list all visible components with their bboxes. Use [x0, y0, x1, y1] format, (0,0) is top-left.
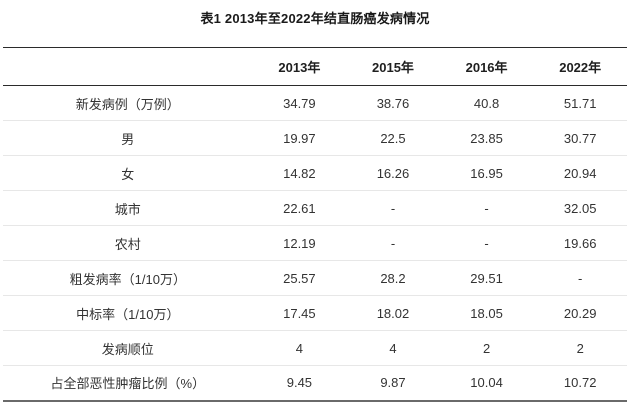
cell-value: -: [484, 200, 489, 216]
table-row: 发病顺位 4 4 2 2: [3, 331, 627, 366]
table-row: 中标率（1/10万） 17.45 18.02 18.05 20.29: [3, 296, 627, 331]
row-label: 城市: [114, 201, 141, 217]
cell-value: 38.76: [376, 95, 410, 111]
cell-value: 51.71: [563, 95, 597, 111]
cell-value: -: [390, 235, 396, 251]
cell-value: 9.45: [286, 375, 313, 391]
table-row: 占全部恶性肿瘤比例（%） 9.45 9.87 10.04 10.72: [3, 366, 627, 401]
year-column-header: 2022年: [559, 60, 602, 75]
cell-value: 2: [576, 340, 584, 356]
row-label: 女: [121, 166, 135, 182]
cell-value: 19.97: [283, 130, 316, 146]
row-label: 占全部恶性肿瘤比例（%）: [50, 376, 206, 392]
year-column-header: 2015年: [372, 60, 414, 75]
incidence-table: 2013年 2015年 2016年 2022年 新发病例（万例） 34.79 38.76 4…: [3, 47, 627, 402]
cell-value: 14.82: [283, 165, 316, 181]
cell-value: 16.95: [470, 165, 503, 181]
cell-value: 32.05: [563, 200, 597, 216]
cell-value: 22.61: [283, 200, 316, 216]
row-label: 粗发病率（1/10万）: [69, 271, 186, 287]
table-row: 男 19.97 22.5 23.85 30.77: [3, 121, 627, 156]
cell-value: 4: [389, 340, 397, 356]
year-column-header: 2013年: [278, 60, 321, 75]
cell-value: 18.05: [470, 305, 503, 321]
cell-value: 40.8: [473, 95, 500, 111]
cell-value: 34.79: [283, 95, 316, 111]
table-title: 表1 2013年至2022年结直肠癌发病情况: [200, 11, 430, 26]
cell-value: 2: [482, 340, 491, 356]
cell-value: -: [484, 235, 489, 251]
table-row: 新发病例（万例） 34.79 38.76 40.8 51.71: [3, 86, 627, 121]
row-label: 农村: [114, 236, 141, 252]
cell-value: -: [390, 200, 396, 216]
cell-value: 29.51: [470, 270, 503, 286]
table-row: 粗发病率（1/10万） 25.57 28.2 29.51 -: [3, 261, 627, 296]
cell-value: -: [578, 270, 583, 286]
table-row: 女 14.82 16.26 16.95 20.94: [3, 156, 627, 191]
cell-value: 30.77: [563, 130, 597, 146]
cell-value: 18.02: [376, 305, 410, 321]
row-label: 新发病例（万例）: [75, 96, 180, 112]
cell-value: 9.87: [380, 375, 406, 391]
year-column-header: 2016年: [465, 60, 508, 75]
table-row: 城市 22.61 - - 32.05: [3, 191, 627, 226]
row-label: 男: [121, 131, 135, 147]
table-row: 农村 12.19 - - 19.66: [3, 226, 627, 261]
cell-value: 10.72: [563, 375, 597, 391]
cell-value: 4: [295, 340, 303, 356]
row-label-column-header: [3, 48, 253, 86]
cell-value: 20.29: [563, 305, 597, 321]
cell-value: 19.66: [563, 235, 597, 251]
cell-value: 28.2: [380, 270, 406, 286]
cell-value: 23.85: [470, 130, 503, 146]
cell-value: 25.57: [283, 270, 316, 286]
cell-value: 10.04: [470, 375, 503, 391]
cell-value: 20.94: [563, 165, 597, 181]
cell-value: 22.5: [380, 130, 406, 146]
cell-value: 16.26: [376, 165, 410, 181]
row-label: 发病顺位: [101, 341, 154, 357]
table-header-row: 2013年 2015年 2016年 2022年: [3, 48, 627, 86]
cell-value: 12.19: [283, 235, 316, 251]
cell-value: 17.45: [283, 305, 316, 321]
row-label: 中标率（1/10万）: [76, 306, 180, 322]
